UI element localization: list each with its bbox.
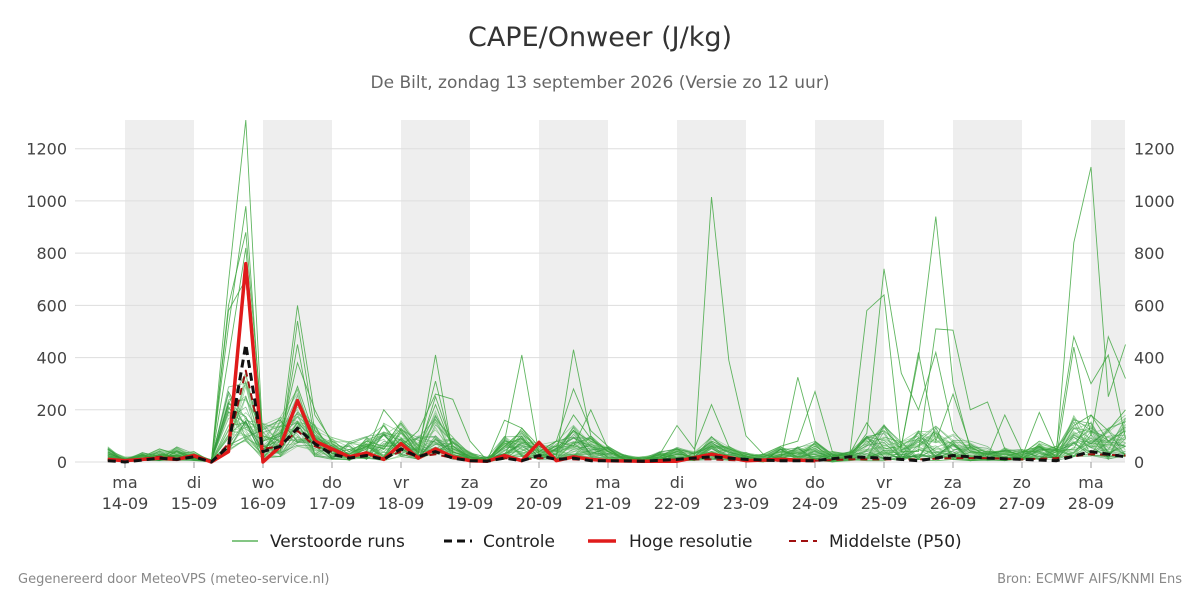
- x-tick-date-12: 26-09: [930, 494, 977, 513]
- x-tick-date-7: 21-09: [585, 494, 632, 513]
- x-tick-day-10: do: [805, 473, 825, 492]
- x-tick-day-12: za: [944, 473, 962, 492]
- x-tick-day-8: di: [670, 473, 685, 492]
- y-tick-right-1200: 1200: [1134, 140, 1175, 159]
- x-tick-day-0: ma: [112, 473, 137, 492]
- y-tick-right-800: 800: [1134, 244, 1165, 263]
- x-tick-date-14: 28-09: [1068, 494, 1115, 513]
- weekend-band-1: [263, 120, 332, 462]
- main-series-lines: [107, 261, 1126, 464]
- y-axis-left: 0 200 400 600 800 1000 1200: [26, 140, 67, 472]
- y-tick-left-600: 600: [36, 296, 67, 315]
- x-tick-day-3: do: [322, 473, 342, 492]
- chart-title: CAPE/Onweer (J/kg): [467, 22, 732, 53]
- x-tick-day-4: vr: [393, 473, 409, 492]
- x-tick-day-13: zo: [1013, 473, 1031, 492]
- weekend-band-4: [677, 120, 746, 462]
- x-tick-day-7: ma: [595, 473, 620, 492]
- ensemble-peak-member-4: [107, 216, 1126, 463]
- x-tick-day-6: zo: [530, 473, 548, 492]
- x-tick-day-5: za: [461, 473, 479, 492]
- y-tick-left-800: 800: [36, 244, 67, 263]
- chart-subtitle: De Bilt, zondag 13 september 2026 (Versi…: [370, 73, 830, 93]
- footer-generator: Gegenereerd door MeteoVPS (meteo-service…: [18, 572, 330, 587]
- x-tick-day-1: di: [187, 473, 202, 492]
- y-tick-right-1000: 1000: [1134, 192, 1175, 211]
- weekend-band-0: [125, 120, 194, 462]
- series-line-controle: [107, 343, 1126, 464]
- x-tick-day-14: ma: [1078, 473, 1103, 492]
- cape-chart: 0 200 400 600 800 1000 1200 0 200 400 600 800 1000 1…: [26, 119, 1175, 552]
- x-tick-date-11: 25-09: [861, 494, 908, 513]
- legend-label-median: Middelste (P50): [829, 532, 962, 552]
- legend-label-control: Controle: [483, 532, 555, 552]
- y-tick-right-0: 0: [1134, 453, 1144, 472]
- x-tick-day-2: wo: [252, 473, 275, 492]
- footer-source: Bron: ECMWF AIFS/KNMI Ens: [997, 572, 1182, 587]
- y-axis-right: 0 200 400 600 800 1000 1200: [1134, 140, 1175, 472]
- y-tick-left-0: 0: [57, 453, 67, 472]
- weekend-band-3: [539, 120, 608, 462]
- x-tick-date-10: 24-09: [792, 494, 839, 513]
- x-tick-day-9: wo: [735, 473, 758, 492]
- x-axis: ma 14-09 di 15-09 wo 16-09 do 17-09 vr 18-09 za 19-…: [102, 462, 1115, 513]
- weekend-band-6: [953, 120, 1022, 462]
- x-tick-date-6: 20-09: [516, 494, 563, 513]
- x-tick-date-3: 17-09: [309, 494, 356, 513]
- x-tick-date-5: 19-09: [447, 494, 494, 513]
- legend-label-ensemble: Verstoorde runs: [270, 532, 405, 552]
- ensemble-peak-member-3: [107, 268, 1126, 463]
- x-tick-date-0: 14-09: [102, 494, 149, 513]
- y-tick-left-1000: 1000: [26, 192, 67, 211]
- x-tick-date-1: 15-09: [171, 494, 218, 513]
- y-tick-right-400: 400: [1134, 349, 1165, 368]
- x-tick-date-13: 27-09: [999, 494, 1046, 513]
- x-tick-date-8: 22-09: [654, 494, 701, 513]
- x-tick-date-4: 18-09: [378, 494, 425, 513]
- x-tick-date-9: 23-09: [723, 494, 770, 513]
- y-tick-left-200: 200: [36, 401, 67, 420]
- series-line-hoge-resolutie: [107, 261, 816, 464]
- y-tick-right-200: 200: [1134, 401, 1165, 420]
- weekend-band-5: [815, 120, 884, 462]
- y-tick-left-1200: 1200: [26, 140, 67, 159]
- y-tick-left-400: 400: [36, 349, 67, 368]
- legend-label-hires: Hoge resolutie: [629, 532, 753, 552]
- weekend-bands: [125, 120, 1125, 462]
- x-tick-day-11: vr: [876, 473, 892, 492]
- legend: Verstoorde runs Controle Hoge resolutie …: [232, 532, 962, 552]
- y-tick-right-600: 600: [1134, 296, 1165, 315]
- x-tick-date-2: 16-09: [240, 494, 287, 513]
